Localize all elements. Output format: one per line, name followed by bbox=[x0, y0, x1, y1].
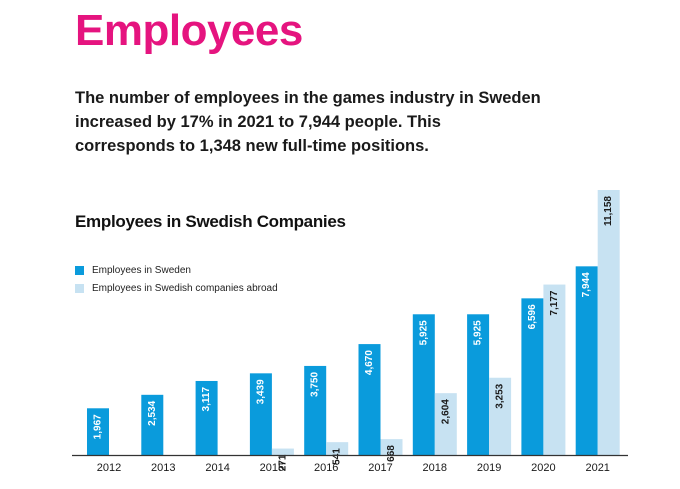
legend-item-sweden: Employees in Sweden bbox=[75, 262, 278, 278]
data-label-sweden-2021: 7,944 bbox=[581, 272, 592, 297]
bar-abroad-2019 bbox=[489, 377, 512, 455]
legend-swatch-sweden bbox=[75, 265, 84, 275]
data-label-sweden-2018: 5,925 bbox=[418, 320, 429, 345]
bar-sweden-2018 bbox=[412, 314, 435, 455]
x-tick-label-2021: 2021 bbox=[585, 462, 609, 474]
bar-abroad-2020 bbox=[543, 284, 566, 455]
bar-abroad-2017 bbox=[380, 439, 403, 455]
legend-item-abroad: Employees in Swedish companies abroad bbox=[75, 280, 278, 296]
x-tick-label-2014: 2014 bbox=[205, 462, 229, 474]
data-label-sweden-2020: 6,596 bbox=[527, 304, 538, 329]
bar-abroad-2021 bbox=[597, 190, 620, 455]
x-tick-label-2018: 2018 bbox=[423, 462, 447, 474]
bar-abroad-2016 bbox=[326, 442, 349, 455]
data-label-sweden-2015: 3,439 bbox=[255, 379, 266, 404]
x-tick-label-2016: 2016 bbox=[314, 462, 338, 474]
data-label-sweden-2019: 5,925 bbox=[473, 320, 484, 345]
legend-swatch-abroad bbox=[75, 283, 84, 293]
bar-sweden-2014 bbox=[195, 380, 218, 455]
x-tick-label-2020: 2020 bbox=[531, 462, 555, 474]
intro-text: The number of employees in the games ind… bbox=[75, 89, 541, 155]
data-label-abroad-2017: 668 bbox=[386, 445, 397, 462]
bar-sweden-2012 bbox=[87, 408, 109, 455]
bar-sweden-2019 bbox=[467, 314, 490, 455]
legend-label-abroad: Employees in Swedish companies abroad bbox=[92, 282, 278, 294]
bar-sweden-2015 bbox=[249, 373, 272, 455]
data-label-sweden-2013: 2,534 bbox=[147, 400, 158, 425]
data-label-sweden-2016: 3,750 bbox=[310, 372, 321, 397]
bar-sweden-2017 bbox=[358, 344, 381, 455]
data-label-abroad-2020: 7,177 bbox=[549, 290, 560, 315]
data-label-abroad-2018: 2,604 bbox=[440, 399, 451, 424]
bar-sweden-2020 bbox=[521, 298, 544, 455]
data-label-abroad-2016: 541 bbox=[332, 448, 343, 465]
bar-abroad-2018 bbox=[434, 393, 457, 455]
chart-legend: Employees in Sweden Employees in Swedish… bbox=[75, 262, 278, 298]
x-tick-label-2019: 2019 bbox=[477, 462, 501, 474]
bar-abroad-2015 bbox=[271, 448, 294, 455]
chart-title: Employees in Swedish Companies bbox=[75, 212, 346, 231]
data-label-sweden-2012: 1,967 bbox=[93, 414, 104, 439]
data-label-abroad-2021: 11,158 bbox=[603, 196, 614, 226]
bar-sweden-2013 bbox=[141, 394, 164, 455]
data-label-abroad-2015: 271 bbox=[277, 454, 288, 471]
x-tick-label-2013: 2013 bbox=[151, 462, 175, 474]
page-title: Employees bbox=[75, 6, 303, 55]
data-label-sweden-2017: 4,670 bbox=[364, 350, 375, 375]
x-tick-label-2015: 2015 bbox=[260, 462, 284, 474]
data-label-abroad-2019: 3,253 bbox=[495, 383, 506, 408]
x-tick-label-2012: 2012 bbox=[97, 462, 121, 474]
x-tick-label-2017: 2017 bbox=[368, 462, 392, 474]
bar-sweden-2021 bbox=[575, 266, 598, 455]
data-label-sweden-2014: 3,117 bbox=[201, 387, 212, 412]
bar-sweden-2016 bbox=[304, 365, 327, 455]
legend-label-sweden: Employees in Sweden bbox=[92, 264, 191, 276]
